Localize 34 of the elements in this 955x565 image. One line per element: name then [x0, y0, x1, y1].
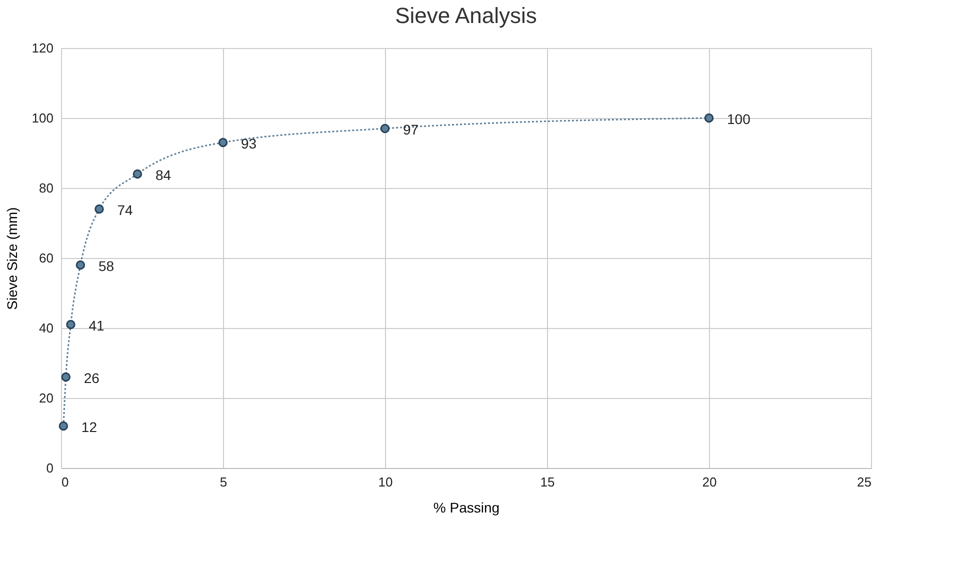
x-tick-label: 0 [62, 474, 69, 490]
data-label: 41 [88, 318, 105, 334]
x-tick-label: 20 [702, 474, 717, 490]
y-tick-label: 120 [32, 40, 54, 56]
data-label: 97 [403, 122, 419, 138]
x-tick-label: 10 [378, 474, 393, 490]
point [380, 124, 390, 134]
y-tick-label: 20 [39, 390, 54, 406]
x-axis-title: % Passing [433, 500, 500, 516]
data-label: 74 [117, 202, 134, 218]
point [704, 113, 714, 123]
data-label: 26 [84, 370, 100, 386]
y-axis-title: Sieve Size (mm) [4, 207, 20, 310]
data-label: 93 [241, 136, 257, 152]
y-tick-label: 60 [39, 250, 54, 266]
point [76, 260, 86, 270]
point [58, 421, 68, 431]
y-tick-label: 40 [39, 320, 54, 336]
y-tick-label: 0 [46, 460, 54, 476]
point [132, 169, 142, 179]
data-label: 58 [98, 258, 114, 274]
chart-title: Sieve Analysis [395, 3, 537, 28]
y-tick-label: 80 [39, 180, 54, 196]
point [66, 320, 76, 330]
data-label: 12 [81, 419, 98, 435]
x-tick-label: 25 [857, 474, 872, 490]
point [218, 138, 228, 148]
point [61, 372, 70, 382]
x-tick-label: 5 [220, 474, 228, 490]
point [94, 204, 104, 214]
data-label: 100 [727, 111, 751, 127]
x-tick-label: 15 [540, 474, 555, 490]
y-tick-label: 100 [32, 110, 54, 126]
data-label: 84 [155, 167, 172, 183]
